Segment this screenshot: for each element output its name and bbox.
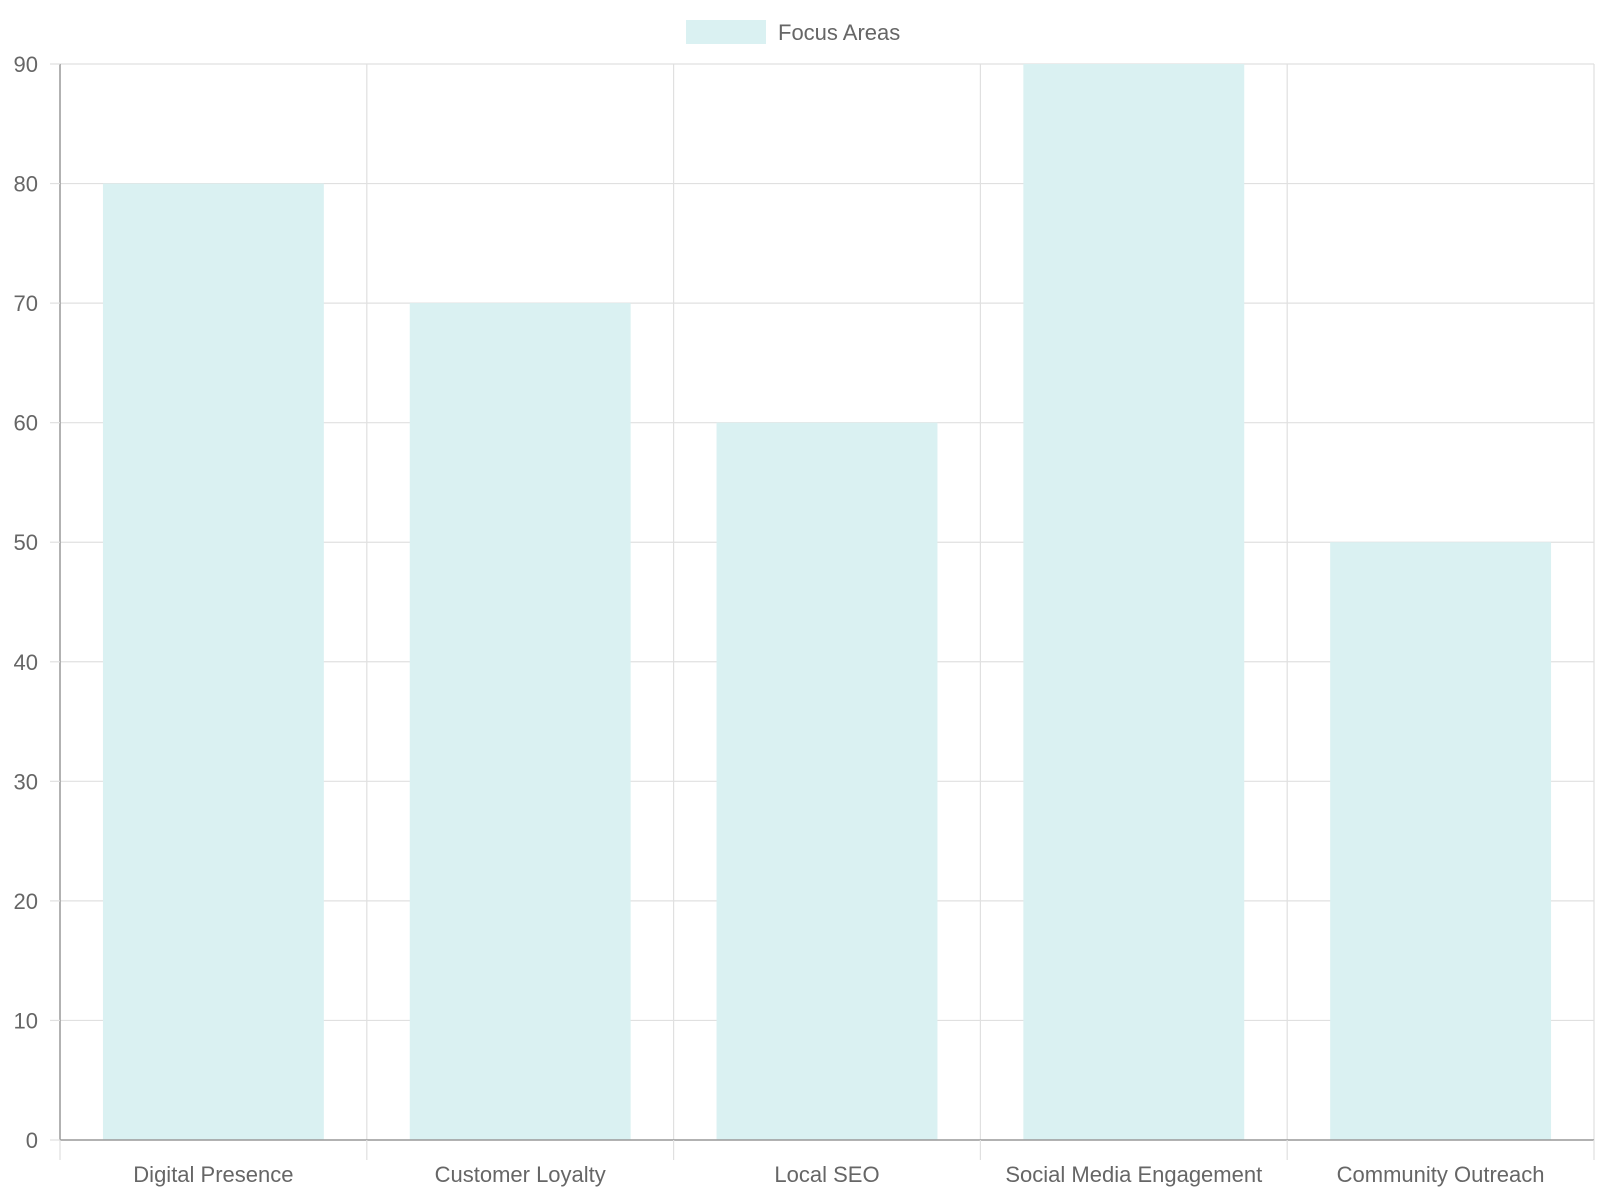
bar-customer-loyalty[interactable] bbox=[409, 303, 631, 1141]
y-tick-label: 80 bbox=[14, 172, 38, 197]
y-tick-label: 90 bbox=[14, 52, 38, 77]
legend[interactable]: Focus Areas bbox=[686, 20, 900, 45]
bar-social-media-engagement[interactable] bbox=[1023, 64, 1245, 1140]
x-tick-label: Local SEO bbox=[774, 1162, 879, 1187]
bar-community-outreach[interactable] bbox=[1330, 542, 1552, 1140]
y-tick-label: 10 bbox=[14, 1008, 38, 1033]
y-tick-label: 30 bbox=[14, 769, 38, 794]
x-tick-label: Customer Loyalty bbox=[435, 1162, 606, 1187]
legend-swatch-focus-areas bbox=[686, 20, 766, 44]
y-tick-label: 40 bbox=[14, 650, 38, 675]
y-tick-label: 0 bbox=[26, 1128, 38, 1153]
y-tick-label: 60 bbox=[14, 411, 38, 436]
bar-local-seo[interactable] bbox=[716, 422, 938, 1141]
axes bbox=[59, 64, 1594, 1141]
y-tick-label: 70 bbox=[14, 291, 38, 316]
x-axis-ticks: Digital Presence Customer Loyalty Local SE… bbox=[59, 1140, 1595, 1187]
legend-label-focus-areas: Focus Areas bbox=[778, 20, 900, 45]
x-tick-label: Digital Presence bbox=[133, 1162, 293, 1187]
x-tick-label: Social Media Engagement bbox=[1005, 1162, 1262, 1187]
y-tick-label: 50 bbox=[14, 530, 38, 555]
y-tick-label: 20 bbox=[14, 889, 38, 914]
bar-digital-presence[interactable] bbox=[102, 183, 324, 1141]
bars bbox=[102, 64, 1552, 1141]
y-axis-ticks: 0 10 20 30 40 50 60 70 80 90 bbox=[14, 52, 60, 1153]
x-tick-label: Community Outreach bbox=[1337, 1162, 1545, 1187]
